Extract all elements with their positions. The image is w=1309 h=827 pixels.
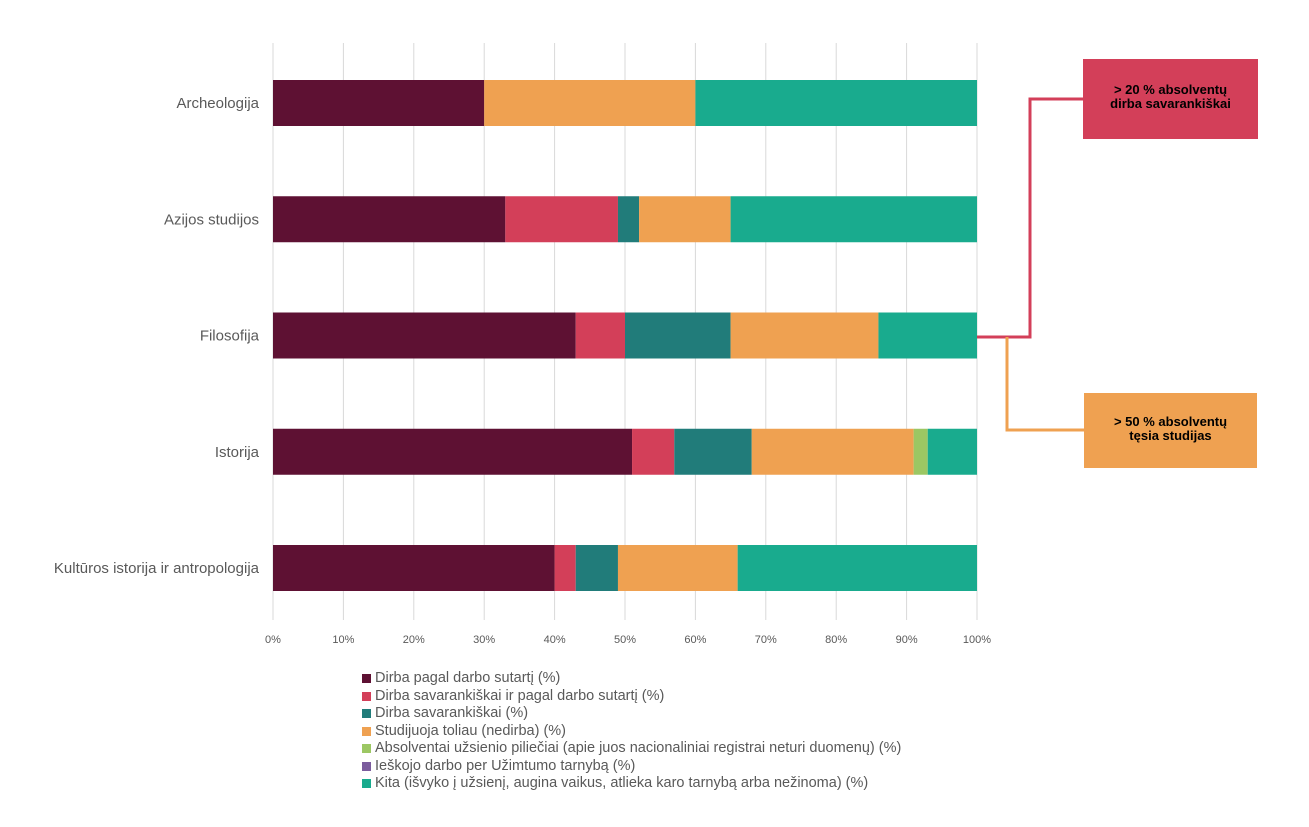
- x-tick-label: 0%: [265, 634, 281, 646]
- category-label: Kultūros istorija ir antropologija: [54, 560, 260, 577]
- callout-continue-studies-line1: > 50 % absolventų: [1113, 414, 1228, 429]
- legend-label: Dirba savarankiškai (%): [375, 705, 529, 721]
- callout-self-employed: > 20 % absolventų dirba savarankiškai: [1083, 59, 1258, 139]
- bar-segment: [639, 196, 731, 243]
- legend-label: Dirba savarankiškai ir pagal darbo sutar…: [375, 687, 665, 704]
- bar-segment: [730, 312, 879, 359]
- category-labels: Archeologija Azijos studijos Filosofija Ist…: [54, 95, 260, 577]
- x-tick-label: 50%: [614, 634, 636, 646]
- legend-swatch: [362, 726, 371, 736]
- bar-segment: [617, 545, 738, 591]
- bar-segment: [273, 312, 576, 359]
- legend-label: Kita (išvyko į užsienį, augina vaikus, a…: [375, 775, 869, 791]
- connector-line-continue-studies: [1005, 337, 1084, 432]
- legend-label: Dirba pagal darbo sutartį (%): [375, 670, 561, 686]
- callout-continue-studies-line2: tęsia studijas: [1129, 428, 1212, 443]
- bar-segment: [617, 196, 640, 243]
- bar-segment: [927, 428, 977, 475]
- bar-segment: [913, 428, 928, 475]
- category-label: Azijos studijos: [164, 211, 259, 228]
- bar-segment: [632, 428, 675, 475]
- callout-self-employed-line1: > 20 % absolventų: [1113, 82, 1228, 97]
- x-tick-labels: 0% 10% 20% 30% 40% 50% 60% 70% 80% 90% 100%: [265, 634, 991, 646]
- bar-segment: [554, 545, 576, 591]
- legend-swatch: [362, 761, 371, 771]
- x-tick-label: 70%: [755, 634, 777, 646]
- bar-segment: [674, 428, 752, 475]
- bars: [273, 80, 977, 591]
- bar-segment: [625, 312, 731, 359]
- bar-segment: [484, 80, 696, 126]
- x-tick-label: 80%: [825, 634, 847, 646]
- x-tick-label: 20%: [403, 634, 425, 646]
- bar-segment: [575, 545, 618, 591]
- x-tick-label: 30%: [473, 634, 495, 646]
- legend-swatch: [362, 674, 371, 684]
- bar-segment: [878, 312, 977, 359]
- category-label: Istorija: [215, 444, 260, 461]
- legend-swatch: [362, 779, 371, 789]
- x-tick-label: 10%: [332, 634, 354, 646]
- legend-label: Absolventai užsienio piliečiai (apie juo…: [375, 740, 902, 756]
- legend-item: Dirba savarankiškai ir pagal darbo sutar…: [362, 688, 901, 706]
- bar-segment: [751, 428, 914, 475]
- bar-segment: [695, 80, 977, 126]
- legend-label: Ieškojo darbo per Užimtumo tarnybą (%): [375, 757, 636, 774]
- category-label: Archeologija: [176, 95, 259, 112]
- x-tick-label: 100%: [963, 634, 991, 646]
- connector-line-self-employed: [977, 97, 1083, 339]
- bar-segment: [273, 80, 485, 126]
- callout-connectors: [977, 97, 1084, 432]
- bar-segment: [730, 196, 977, 243]
- legend-item: Dirba savarankiškai (%): [362, 705, 901, 723]
- callout-self-employed-line2: dirba savarankiškai: [1110, 96, 1231, 111]
- legend-swatch: [362, 691, 371, 701]
- legend-swatch: [362, 709, 371, 719]
- x-tick-label: 60%: [684, 634, 706, 646]
- legend-item: Absolventai užsienio piliečiai (apie juo…: [362, 740, 901, 758]
- legend-item: Kita (išvyko į užsienį, augina vaikus, a…: [362, 775, 901, 793]
- bar-segment: [273, 545, 555, 591]
- legend: Dirba pagal darbo sutartį (%) Dirba sava…: [362, 670, 901, 793]
- bar-segment: [737, 545, 977, 591]
- bar-segment: [505, 196, 618, 243]
- callout-continue-studies: > 50 % absolventų tęsia studijas: [1084, 393, 1257, 468]
- x-tick-label: 90%: [896, 634, 918, 646]
- bar-segment: [575, 312, 625, 359]
- legend-item: Dirba pagal darbo sutartį (%): [362, 670, 901, 688]
- legend-item: Ieškojo darbo per Užimtumo tarnybą (%): [362, 758, 901, 776]
- x-tick-label: 40%: [544, 634, 566, 646]
- legend-label: Studijuoja toliau (nedirba) (%): [375, 722, 567, 739]
- bar-segment: [273, 196, 506, 243]
- legend-swatch: [362, 744, 371, 754]
- bar-segment: [273, 428, 633, 475]
- category-label: Filosofija: [200, 328, 260, 345]
- legend-item: Studijuoja toliau (nedirba) (%): [362, 723, 901, 741]
